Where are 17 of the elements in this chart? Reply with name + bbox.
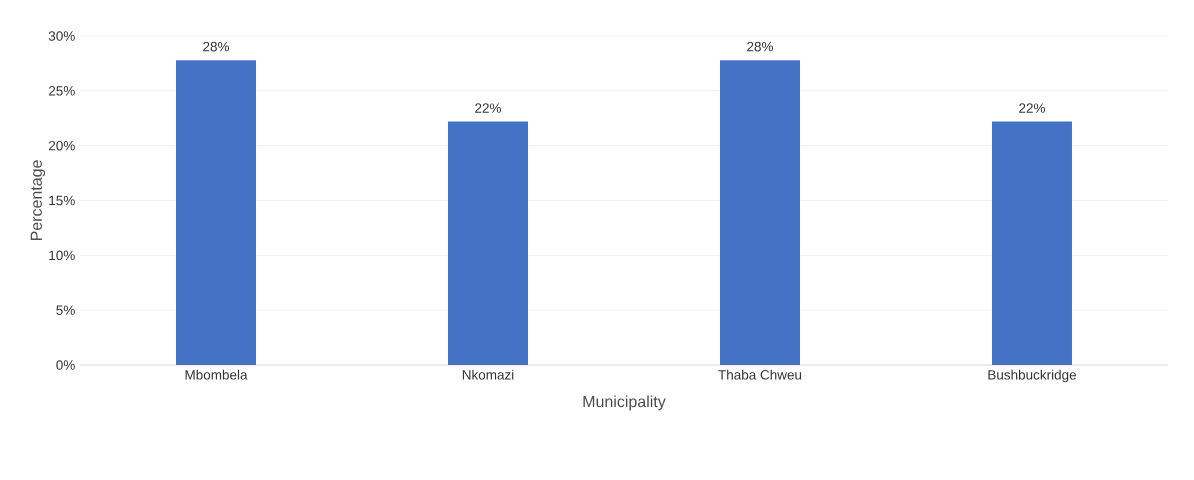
x-tick-label: Bushbuckridge: [988, 369, 1077, 383]
y-tick-label: 30%: [48, 31, 75, 41]
data-label: 22%: [475, 103, 502, 113]
data-label: 28%: [747, 41, 773, 52]
y-tick-label: 20%: [48, 140, 75, 151]
x-tick-label: Mbombela: [185, 369, 248, 380]
data-label: 22%: [1019, 103, 1045, 113]
x-tick-label: Thaba Chweu: [718, 369, 802, 380]
x-tick-label: Nkomazi: [462, 369, 514, 380]
y-tick-label: 25%: [48, 86, 75, 96]
data-label: 28%: [203, 41, 230, 52]
x-axis-title: Municipality: [583, 395, 666, 411]
y-tick-label: 0%: [56, 360, 75, 370]
y-axis-title: Percentage: [30, 160, 46, 241]
y-tick-label: 5%: [56, 305, 75, 315]
y-tick-label: 15%: [49, 195, 75, 206]
y-tick-label: 10%: [49, 250, 75, 261]
